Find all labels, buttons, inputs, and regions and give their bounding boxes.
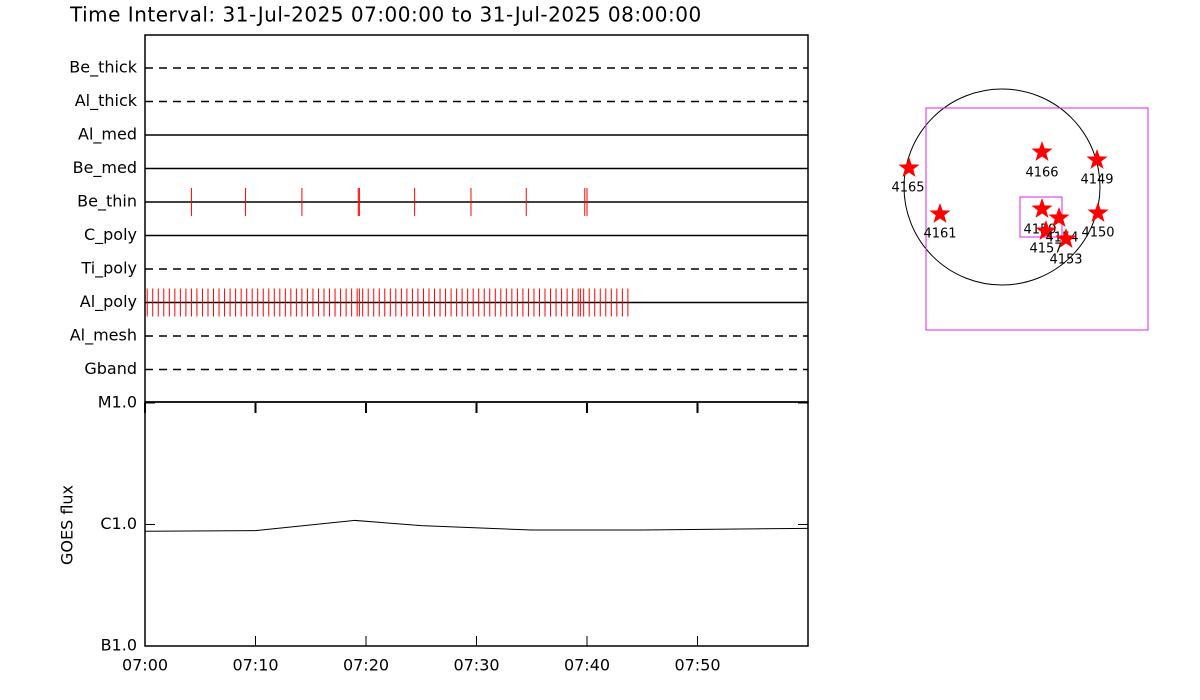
active-region-star [1031, 198, 1053, 218]
goes-panel-frame [144, 401, 809, 647]
goes-flux-line [144, 519, 809, 532]
row-label: C_poly [84, 225, 137, 245]
active-region-star [1087, 202, 1109, 222]
field-of-view [925, 107, 1149, 331]
active-region-star [1086, 149, 1108, 169]
x-tick-label: 07:20 [343, 656, 389, 675]
active-region-star [1031, 141, 1053, 161]
filter-panel-frame [144, 34, 809, 403]
row-label: Al_med [78, 125, 137, 145]
active-region-star [1048, 207, 1070, 227]
x-tick-label: 07:00 [122, 656, 168, 675]
y-tick-label: C1.0 [100, 514, 137, 533]
row-label: Gband [84, 359, 137, 378]
y-axis-label: GOES flux [58, 485, 77, 565]
x-tick-label: 07:40 [564, 656, 610, 675]
y-tick-label: M1.0 [98, 393, 137, 412]
row-label: Al_poly [80, 292, 137, 312]
row-label: Al_mesh [70, 326, 137, 346]
row-label: Al_thick [75, 91, 138, 111]
x-tick-label: 07:30 [453, 656, 499, 675]
chart-title: Time Interval: 31-Jul-2025 07:00:00 to 3… [69, 3, 702, 27]
active-region-label: 4149 [1080, 173, 1113, 188]
y-tick-label: B1.0 [101, 636, 137, 655]
row-label: Be_thin [77, 192, 137, 212]
active-region-label: 4165 [891, 181, 924, 196]
active-region-label: 4166 [1025, 166, 1058, 181]
solar-disk [903, 88, 1101, 286]
active-region-star [929, 203, 951, 223]
active-region-label: 4161 [923, 227, 956, 242]
row-label: Be_thick [69, 58, 137, 78]
x-tick-label: 07:50 [674, 656, 720, 675]
row-label: Be_med [73, 158, 137, 178]
active-region-star [898, 157, 920, 177]
active-region-star [1035, 220, 1057, 240]
x-tick-label: 07:10 [232, 656, 278, 675]
row-label: Ti_poly [80, 259, 137, 279]
active-region-label: 4157 [1029, 242, 1062, 257]
active-region-label: 4150 [1081, 226, 1114, 241]
active-region-label: 4153 [1049, 253, 1082, 268]
active-region-star [1055, 228, 1077, 248]
